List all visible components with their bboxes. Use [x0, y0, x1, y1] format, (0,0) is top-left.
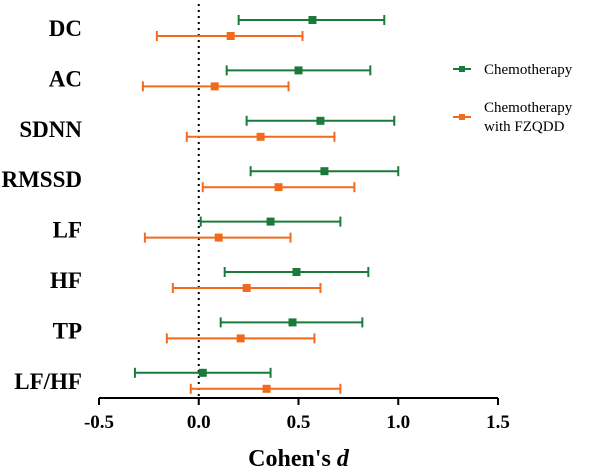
- point-estimate: [198, 368, 207, 377]
- category-labels: DC AC SDNN RMSSD LF HF TP LF/HF: [1, 16, 82, 394]
- legend-swatch-marker: [459, 66, 465, 72]
- category-label: LF/HF: [14, 369, 82, 394]
- point-estimate: [316, 116, 325, 125]
- legend-swatch-marker: [459, 114, 465, 120]
- legend-label: Chemotherapy with FZQDD: [484, 100, 573, 135]
- point-estimate: [292, 268, 301, 276]
- category-label: HF: [50, 268, 82, 293]
- x-tick-label: 0.5: [287, 412, 311, 433]
- category-label: RMSSD: [1, 167, 82, 192]
- point-estimate: [226, 32, 235, 40]
- x-tick-label: 1.0: [386, 412, 410, 433]
- plot-area: [133, 4, 400, 398]
- legend-item: Chemotherapy: [453, 62, 573, 78]
- point-estimate: [262, 384, 271, 393]
- point-estimate: [236, 334, 245, 343]
- series-0: [133, 15, 400, 378]
- category-label: SDNN: [19, 117, 82, 142]
- point-estimate: [308, 16, 317, 24]
- point-estimate: [288, 318, 297, 327]
- x-axis: -0.5 0.0 0.5 1.0 1.5: [84, 397, 510, 433]
- x-tick-label: -0.5: [84, 412, 114, 433]
- x-axis-title: Cohen's d: [248, 446, 350, 472]
- series-1: [141, 31, 356, 394]
- x-tick-label: 1.5: [486, 412, 510, 433]
- category-label: AC: [49, 66, 82, 91]
- category-label: TP: [53, 318, 82, 343]
- point-estimate: [274, 183, 283, 192]
- point-estimate: [210, 82, 219, 91]
- point-estimate: [320, 167, 329, 176]
- point-estimate: [242, 284, 251, 292]
- legend-label: Chemotherapy: [484, 62, 573, 78]
- x-axis-title-variable: d: [337, 446, 350, 472]
- legend-item: Chemotherapy with FZQDD: [453, 100, 573, 135]
- category-label: DC: [49, 16, 82, 41]
- point-estimate: [266, 217, 275, 226]
- x-tick-label: 0.0: [187, 412, 211, 433]
- point-estimate: [214, 233, 223, 242]
- x-axis-title-text: Cohen's: [248, 446, 337, 472]
- point-estimate: [256, 132, 265, 141]
- legend: Chemotherapy Chemotherapy with FZQDD: [453, 62, 573, 135]
- point-estimate: [294, 66, 303, 75]
- category-label: LF: [53, 218, 82, 243]
